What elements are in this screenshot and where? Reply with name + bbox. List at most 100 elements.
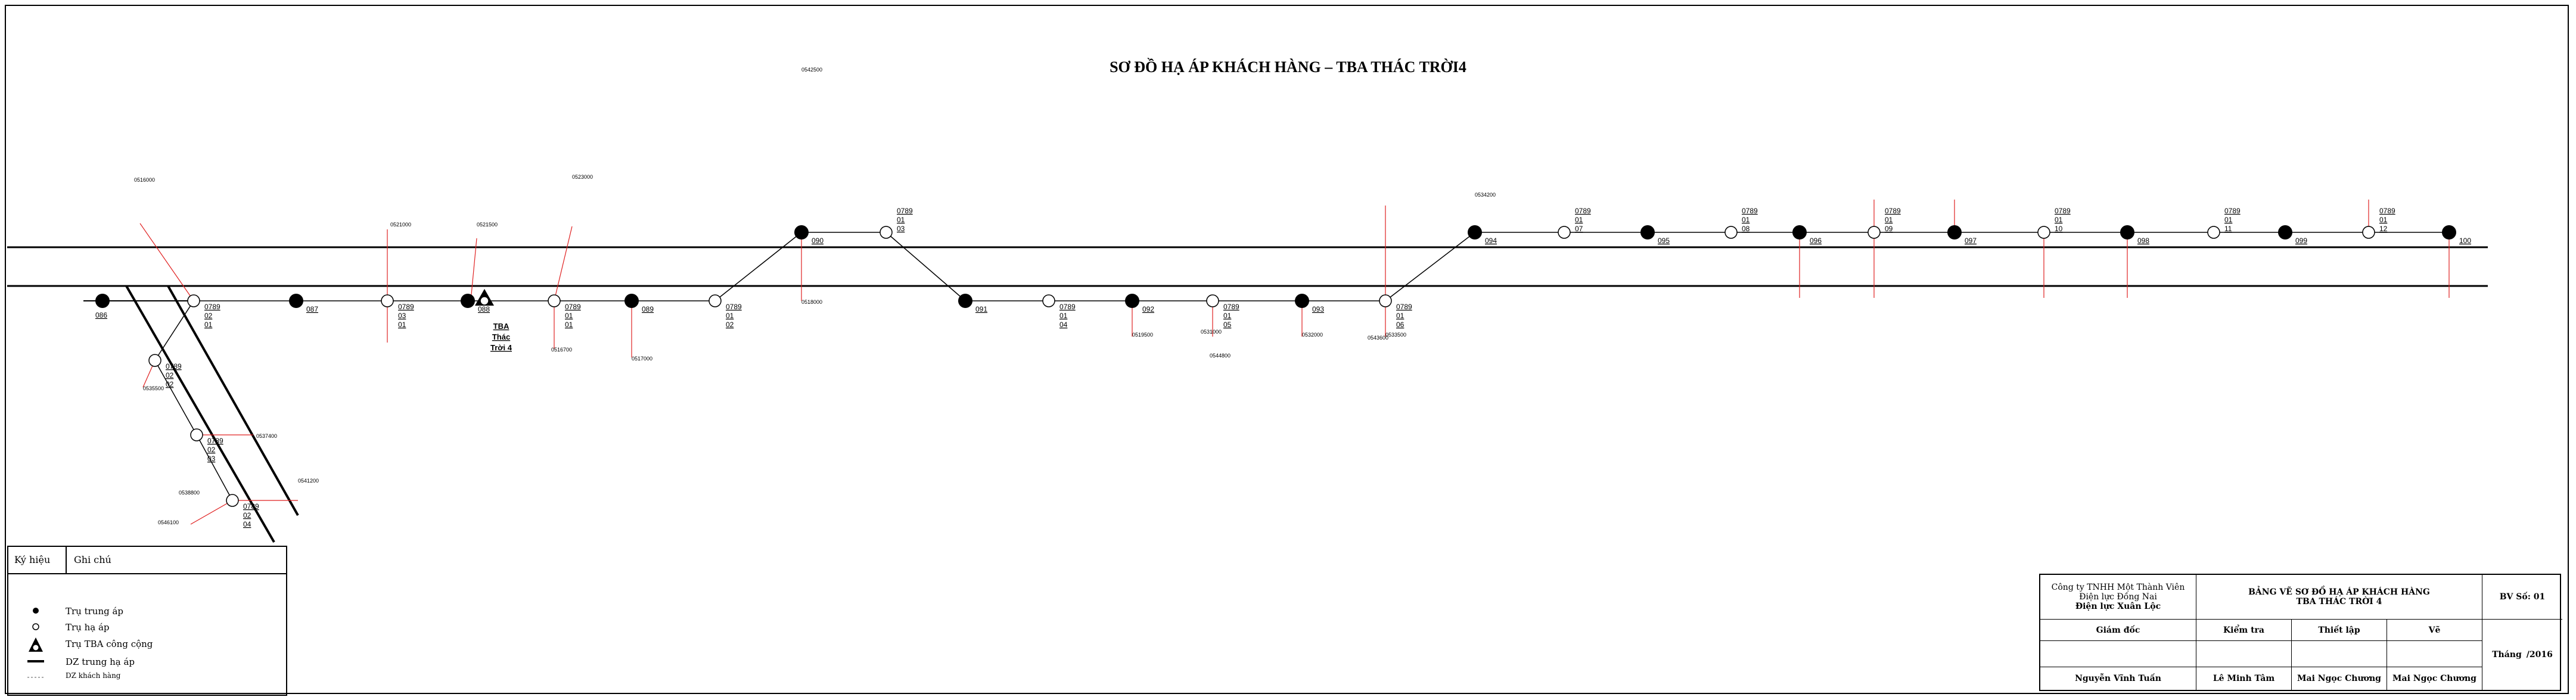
low-pole-label: 0789 [2379,207,2395,215]
low-pole-label: 02 [207,446,216,454]
medium-pole [461,294,475,308]
low-pole-label: 0789 [1396,303,1412,311]
customer-code: 0537400 [256,433,277,439]
signature-cell [2040,641,2196,667]
transformer-pole-icon [29,637,43,652]
name-designer: Mai Ngọc Chương [2297,674,2381,683]
company-name: Công ty TNHH Một Thành Viên [2051,583,2185,592]
low-pole-label: 01 [1223,312,1232,320]
branch-up-1 [714,232,802,301]
low-pole-label: 0789 [2055,207,2071,215]
medium-pole-label: 097 [1965,237,1977,245]
low-pole-label: 02 [166,371,174,379]
name-cell: Lê Minh Tâm [2196,667,2292,690]
customer-code: 0535500 [143,385,164,391]
customer-code: 0518000 [801,299,822,305]
legend-item: DZ khách hàng [8,669,286,685]
customer-code: 0541200 [298,478,319,484]
low-pole [148,354,161,367]
customer-code: 0534200 [1475,192,1496,198]
medium-pole [958,294,972,308]
medium-pole [1295,294,1309,308]
date-year: /2016 [2526,650,2553,659]
medium-pole-label: 100 [2459,237,2471,245]
name-cell: Mai Ngọc Chương [2292,667,2387,690]
customer-code: 0543600 [1368,335,1388,341]
medium-pole [624,294,639,308]
low-pole [187,294,200,307]
role-director: Giám đốc [2096,625,2140,635]
role-designer: Thiết lập [2318,625,2360,635]
low-pole-label: 0789 [166,362,182,371]
low-pole-label: 08 [1742,225,1750,233]
low-pole [381,294,394,307]
medium-pole-label: 092 [1142,305,1154,313]
role-cell: Vẽ [2387,620,2482,641]
low-pole-label: 0789 [1742,207,1758,215]
low-pole-label: 05 [1223,321,1232,329]
customer-code: 0546100 [158,519,179,525]
low-pole-label: 0789 [207,437,223,445]
medium-pole-label: 099 [2295,237,2307,245]
medium-pole-icon [33,608,39,614]
low-pole [1379,294,1392,307]
low-pole-label: 06 [1396,321,1404,329]
low-pole [1042,294,1055,307]
medium-pole-label: 089 [642,305,654,313]
low-pole-label: 09 [1885,225,1893,233]
medium-pole-label: 086 [95,311,107,319]
low-pole-label: 03 [207,455,216,463]
low-pole-label: 0789 [204,303,220,311]
lv-branch-down [154,300,194,361]
branch-diagonal-right [167,285,299,516]
low-pole-label: 01 [1059,312,1068,320]
customer-code: 0517000 [632,356,652,362]
low-pole-label: 0789 [1223,303,1239,311]
low-pole-label: 0789 [726,303,742,311]
low-pole [548,294,561,307]
legend-label: DZ khách hàng [66,671,121,680]
medium-pole [1640,225,1655,239]
low-pole-label: 04 [243,520,251,528]
medium-pole-label: 088 [478,305,490,313]
low-pole-label: 02 [726,321,734,329]
customer-code: 0521500 [477,222,498,228]
low-pole [1867,226,1881,239]
low-pole-label: 01 [726,312,734,320]
customer-code: 0532000 [1302,332,1323,338]
name-cell: Mai Ngọc Chương [2387,667,2482,690]
legend-item: Trụ hạ áp [8,620,286,635]
role-cell: Giám đốc [2040,620,2196,641]
signature-cell [2387,641,2482,667]
company-branch: Điện lực Xuân Lộc [2075,602,2161,611]
medium-pole-label: 098 [2137,237,2149,245]
medium-pole [1947,225,1962,239]
medium-pole-label: 087 [306,305,318,313]
low-pole [1724,226,1738,239]
low-pole-label: 04 [1059,321,1068,329]
customer-code: 0542500 [801,67,822,73]
low-pole-label: 0789 [2224,207,2241,215]
low-pole-label: 0789 [565,303,581,311]
drawing-title: BẢNG VẼ SƠ ĐỒ HẠ ÁP KHÁCH HÀNG [2248,587,2430,597]
role-drafter: Vẽ [2428,625,2441,635]
medium-pole [2442,225,2456,239]
transformer-label: Trời 4 [490,343,512,352]
low-pole-label: 01 [897,216,905,224]
customer-code: 0544800 [1210,353,1230,359]
medium-pole-label: 091 [975,305,987,313]
low-pole-label: 12 [2379,225,2388,233]
low-pole [2037,226,2050,239]
legend-item: Trụ trung áp [8,603,286,619]
low-pole-label: 01 [2224,216,2233,224]
low-pole-icon [32,623,39,630]
low-pole [2207,226,2220,239]
legend-box: Ký hiệu Ghi chú Trụ trung áp Trụ hạ áp T… [7,546,287,696]
name-cell: Nguyễn Vĩnh Tuấn [2040,667,2196,690]
legend-label: Trụ hạ áp [66,622,110,633]
medium-pole [2120,225,2134,239]
drawing-number: BV Số: 01 [2499,592,2546,602]
low-pole-label: 01 [398,321,406,329]
low-pole-label: 01 [565,321,573,329]
